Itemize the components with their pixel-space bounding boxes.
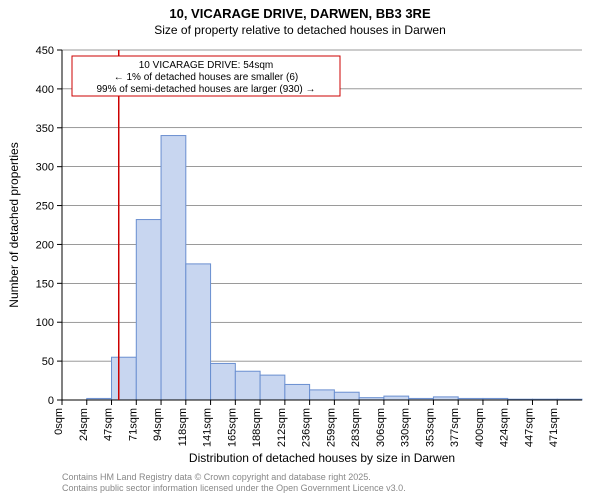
x-tick-label: 165sqm	[226, 408, 238, 447]
property-size-chart: 0 50 100 150 200 250 300 350 400 450 0sqm 24sqm 47sq…	[0, 0, 600, 500]
chart-subtitle: Size of property relative to detached ho…	[154, 23, 446, 37]
x-tick-label: 47sqm	[103, 408, 115, 441]
x-tick-label: 471sqm	[548, 408, 560, 447]
bar	[334, 392, 359, 400]
x-tick-label: 188sqm	[251, 408, 263, 447]
x-tick-label: 259sqm	[325, 408, 337, 447]
x-tick-label: 141sqm	[202, 408, 214, 447]
y-tick-label: 250	[36, 201, 54, 213]
x-tick-label: 71sqm	[127, 408, 139, 441]
x-axis-label: Distribution of detached houses by size …	[189, 451, 455, 465]
bar	[384, 396, 409, 400]
y-tick-label: 200	[36, 239, 54, 251]
bar	[186, 264, 211, 400]
footer-line: Contains HM Land Registry data © Crown c…	[62, 472, 371, 482]
chart-title: 10, VICARAGE DRIVE, DARWEN, BB3 3RE	[169, 6, 431, 21]
y-tick-label: 100	[36, 317, 54, 329]
x-tick-label: 424sqm	[499, 408, 511, 447]
x-tick-label: 330sqm	[400, 408, 412, 447]
bar	[211, 363, 236, 400]
annotation-line3: 99% of semi-detached houses are larger (…	[96, 84, 315, 95]
footer-line: Contains public sector information licen…	[62, 483, 406, 493]
x-tick-label: 306sqm	[375, 408, 387, 447]
annotation-line1: 10 VICARAGE DRIVE: 54sqm	[139, 60, 274, 71]
y-tick-label: 150	[36, 278, 54, 290]
y-tick-label: 450	[36, 45, 54, 57]
y-tick-label: 400	[36, 84, 54, 96]
x-tick-label: 236sqm	[301, 408, 313, 447]
y-tick-label: 350	[36, 123, 54, 135]
x-tick-label: 118sqm	[177, 408, 189, 446]
x-tick-label: 447sqm	[523, 408, 535, 447]
y-tick-label: 300	[36, 162, 54, 174]
x-tick-label: 0sqm	[53, 408, 65, 435]
x-tick-label: 24sqm	[78, 408, 90, 441]
x-tick-label: 353sqm	[424, 408, 436, 447]
y-axis-label: Number of detached properties	[7, 142, 21, 307]
y-tick-label: 50	[42, 356, 54, 368]
bar	[235, 371, 260, 400]
x-tick-label: 94sqm	[152, 408, 164, 441]
x-tick-label: 283sqm	[350, 408, 362, 447]
bar	[161, 136, 186, 400]
bar	[310, 390, 335, 400]
x-tick-label: 400sqm	[474, 408, 486, 447]
bar	[260, 375, 285, 400]
bar	[285, 384, 310, 400]
y-tick-label: 0	[48, 395, 54, 407]
annotation-line2: ← 1% of detached houses are smaller (6)	[114, 72, 299, 83]
x-tick-label: 377sqm	[449, 408, 461, 447]
bar	[112, 357, 137, 400]
bar	[136, 220, 161, 400]
x-tick-label: 212sqm	[276, 408, 288, 447]
